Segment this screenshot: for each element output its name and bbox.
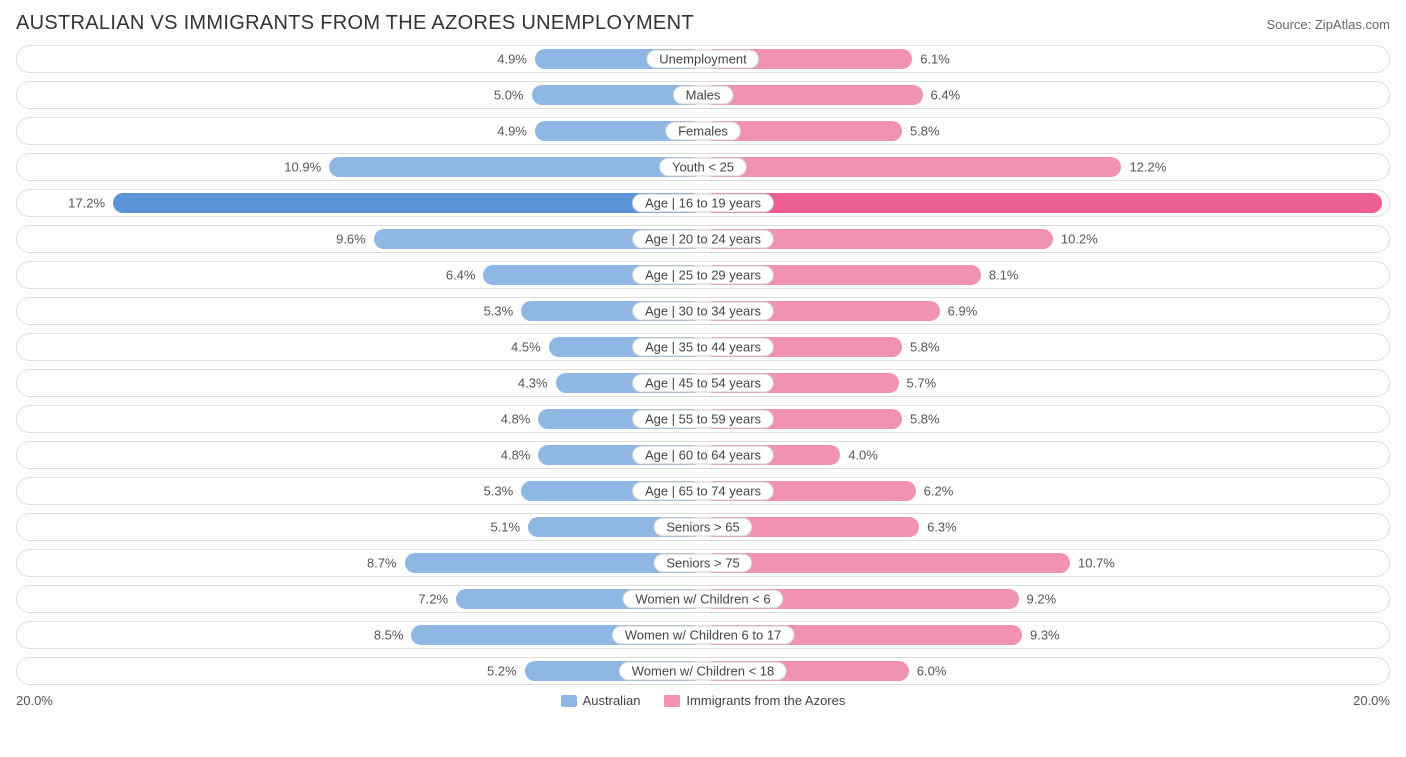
value-left: 7.2% [418,592,448,607]
value-left: 10.9% [284,160,321,175]
value-right: 12.2% [1129,160,1166,175]
category-label: Women w/ Children < 6 [622,590,783,609]
chart-row: 4.3% 5.7% Age | 45 to 54 years [16,369,1390,397]
chart-row: 5.3% 6.2% Age | 65 to 74 years [16,477,1390,505]
category-label: Females [665,122,741,141]
value-right: 5.8% [910,124,940,139]
chart-row: 5.0% 6.4% Males [16,81,1390,109]
legend-swatch-left [561,695,577,707]
value-left: 4.3% [518,376,548,391]
bar-right [703,553,1070,573]
legend-item-right: Immigrants from the Azores [664,693,845,708]
category-label: Age | 45 to 54 years [632,374,774,393]
category-label: Seniors > 75 [653,554,752,573]
value-right: 9.2% [1027,592,1057,607]
category-label: Age | 35 to 44 years [632,338,774,357]
category-label: Women w/ Children 6 to 17 [612,626,795,645]
bar-right [703,157,1121,177]
value-left: 5.1% [490,520,520,535]
chart-row: 7.2% 9.2% Women w/ Children < 6 [16,585,1390,613]
category-label: Age | 20 to 24 years [632,230,774,249]
chart-header: AUSTRALIAN VS IMMIGRANTS FROM THE AZORES… [16,12,1390,35]
chart-row: 4.9% 6.1% Unemployment [16,45,1390,73]
category-label: Males [673,86,734,105]
value-left: 17.2% [68,196,105,211]
chart-footer: 20.0% Australian Immigrants from the Azo… [16,693,1390,708]
chart-row: 4.8% 5.8% Age | 55 to 59 years [16,405,1390,433]
value-right: 8.1% [989,268,1019,283]
chart-row: 8.5% 9.3% Women w/ Children 6 to 17 [16,621,1390,649]
category-label: Seniors > 65 [653,518,752,537]
category-label: Age | 65 to 74 years [632,482,774,501]
category-label: Youth < 25 [659,158,747,177]
value-left: 8.7% [367,556,397,571]
axis-max-right: 20.0% [1353,693,1390,708]
value-left: 4.9% [497,52,527,67]
chart-row: 9.6% 10.2% Age | 20 to 24 years [16,225,1390,253]
value-left: 5.2% [487,664,517,679]
value-right: 6.9% [948,304,978,319]
bar-right [703,193,1382,213]
value-left: 8.5% [374,628,404,643]
value-right: 9.3% [1030,628,1060,643]
value-left: 5.3% [484,484,514,499]
value-right: 6.3% [927,520,957,535]
chart-title: AUSTRALIAN VS IMMIGRANTS FROM THE AZORES… [16,12,694,35]
category-label: Age | 25 to 29 years [632,266,774,285]
value-right: 4.0% [848,448,878,463]
chart-row: 4.9% 5.8% Females [16,117,1390,145]
category-label: Unemployment [646,50,759,69]
value-left: 4.5% [511,340,541,355]
value-left: 6.4% [446,268,476,283]
value-right: 6.4% [931,88,961,103]
value-left: 5.3% [484,304,514,319]
chart-row: 6.4% 8.1% Age | 25 to 29 years [16,261,1390,289]
value-right: 10.2% [1061,232,1098,247]
legend: Australian Immigrants from the Azores [561,693,846,708]
chart-row: 5.2% 6.0% Women w/ Children < 18 [16,657,1390,685]
value-right: 6.0% [917,664,947,679]
chart-source: Source: ZipAtlas.com [1266,17,1390,32]
bar-right [703,85,923,105]
value-left: 4.9% [497,124,527,139]
value-right: 5.8% [910,340,940,355]
category-label: Women w/ Children < 18 [619,662,787,681]
value-right: 6.2% [924,484,954,499]
chart-row: 4.5% 5.8% Age | 35 to 44 years [16,333,1390,361]
chart-row: 4.8% 4.0% Age | 60 to 64 years [16,441,1390,469]
axis-max-left: 20.0% [16,693,53,708]
value-left: 4.8% [501,448,531,463]
category-label: Age | 16 to 19 years [632,194,774,213]
category-label: Age | 60 to 64 years [632,446,774,465]
legend-swatch-right [664,695,680,707]
chart-row: 8.7% 10.7% Seniors > 75 [16,549,1390,577]
bar-left [113,193,703,213]
value-right: 5.8% [910,412,940,427]
chart-row: 17.2%19.8%Age | 16 to 19 years [16,189,1390,217]
legend-item-left: Australian [561,693,641,708]
value-left: 4.8% [501,412,531,427]
category-label: Age | 55 to 59 years [632,410,774,429]
value-left: 5.0% [494,88,524,103]
category-label: Age | 30 to 34 years [632,302,774,321]
legend-label-right: Immigrants from the Azores [686,693,845,708]
chart-row: 10.9% 12.2% Youth < 25 [16,153,1390,181]
value-right: 5.7% [907,376,937,391]
value-left: 9.6% [336,232,366,247]
bar-left [329,157,703,177]
value-right: 10.7% [1078,556,1115,571]
legend-label-left: Australian [583,693,641,708]
chart-area: 4.9% 6.1% Unemployment 5.0% 6.4% Males 4.9% 5.8… [16,45,1390,685]
chart-row: 5.1% 6.3% Seniors > 65 [16,513,1390,541]
value-right: 6.1% [920,52,950,67]
chart-row: 5.3% 6.9% Age | 30 to 34 years [16,297,1390,325]
